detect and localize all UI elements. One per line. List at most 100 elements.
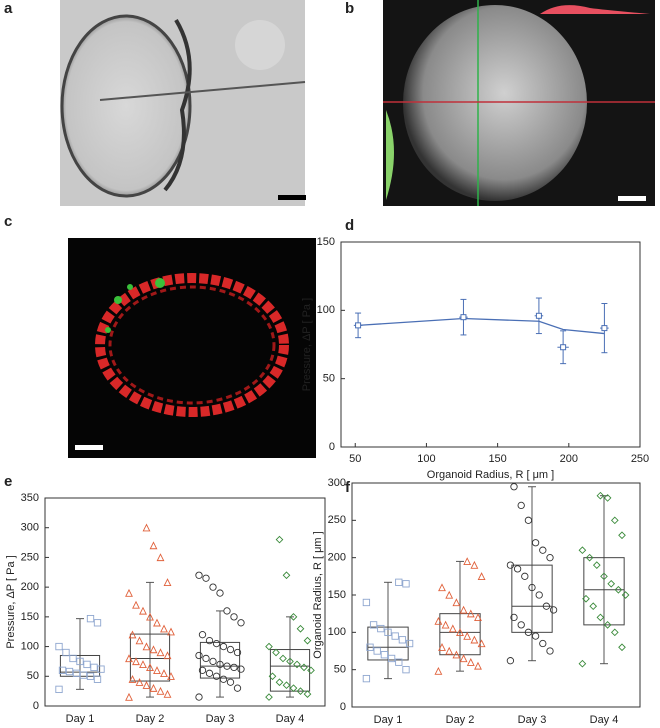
- point: [531, 539, 540, 547]
- point: [237, 619, 245, 627]
- point: [506, 561, 515, 569]
- point: [524, 628, 533, 636]
- point: [135, 678, 144, 686]
- image-a: [60, 0, 306, 206]
- point: [153, 666, 161, 674]
- point: [549, 606, 558, 614]
- point: [142, 680, 151, 689]
- plot-frame: [351, 482, 641, 708]
- point: [86, 672, 95, 680]
- point: [296, 624, 305, 633]
- y-tick-label: 100: [21, 640, 39, 652]
- point: [128, 630, 137, 639]
- point: [289, 613, 298, 621]
- point: [296, 687, 305, 695]
- point: [268, 672, 277, 681]
- point: [275, 535, 284, 544]
- x-tick-label: 50: [349, 453, 361, 465]
- point: [452, 598, 461, 607]
- point: [589, 602, 598, 611]
- point: [279, 654, 287, 663]
- point: [265, 693, 273, 701]
- y-tick-label: 150: [328, 589, 346, 601]
- point: [402, 666, 410, 674]
- point: [377, 624, 385, 633]
- point: [528, 583, 536, 592]
- point: [405, 639, 414, 648]
- x-tick-label: 200: [560, 453, 578, 465]
- point: [72, 669, 81, 677]
- y-tick-label: 50: [27, 670, 39, 682]
- point: [456, 628, 464, 636]
- x-tick-label: 250: [631, 453, 649, 465]
- point: [578, 659, 587, 668]
- point: [517, 621, 525, 629]
- x-tick-label: Day 1: [66, 713, 95, 725]
- point: [125, 588, 133, 597]
- panel-label: d: [345, 217, 354, 234]
- panel-label: c: [4, 213, 12, 230]
- panel-label: b: [345, 0, 354, 17]
- point: [387, 654, 396, 663]
- panel-label: e: [4, 473, 12, 490]
- point: [459, 605, 468, 614]
- point: [223, 662, 231, 670]
- point: [610, 516, 619, 525]
- point: [149, 541, 158, 550]
- y-tick-label: 0: [340, 701, 346, 713]
- x-tick-label: Day 3: [518, 714, 547, 726]
- point: [448, 624, 457, 633]
- point: [132, 657, 140, 666]
- point: [470, 635, 479, 644]
- point: [592, 561, 601, 569]
- point: [223, 607, 231, 615]
- point: [402, 580, 410, 588]
- x-tick-label: Day 2: [136, 713, 165, 725]
- point: [86, 614, 95, 623]
- point: [384, 628, 392, 636]
- point: [149, 645, 158, 654]
- point: [205, 636, 214, 645]
- point: [275, 678, 284, 687]
- point: [362, 598, 371, 607]
- point: [535, 591, 543, 599]
- point: [163, 689, 172, 698]
- point: [474, 613, 482, 622]
- point: [546, 554, 554, 562]
- point: [601, 325, 608, 332]
- point: [293, 660, 301, 669]
- point: [395, 578, 403, 586]
- point: [535, 312, 542, 319]
- point: [146, 612, 154, 621]
- point: [517, 501, 525, 510]
- point: [521, 572, 529, 580]
- box: [439, 613, 481, 656]
- point: [452, 650, 461, 659]
- point: [289, 684, 298, 693]
- point: [307, 666, 315, 675]
- point: [142, 523, 151, 532]
- x-tick-label: Day 2: [446, 714, 475, 726]
- point: [139, 660, 147, 669]
- point: [230, 663, 238, 672]
- image-c: [68, 238, 316, 458]
- point: [212, 639, 221, 648]
- point: [76, 657, 84, 666]
- point: [474, 661, 482, 670]
- point: [380, 651, 389, 659]
- y-tick-label: 250: [21, 551, 39, 563]
- point: [463, 557, 472, 566]
- point: [230, 613, 238, 621]
- point: [153, 618, 161, 627]
- plot-frame: [340, 241, 641, 448]
- y-tick-label: 300: [328, 477, 346, 489]
- point: [445, 590, 454, 599]
- y-tick-label: 50: [323, 373, 335, 385]
- point: [463, 631, 472, 640]
- point: [513, 565, 522, 573]
- point: [539, 546, 547, 554]
- point: [506, 657, 515, 665]
- point: [560, 344, 567, 351]
- y-tick-label: 200: [328, 552, 346, 564]
- point: [303, 690, 312, 698]
